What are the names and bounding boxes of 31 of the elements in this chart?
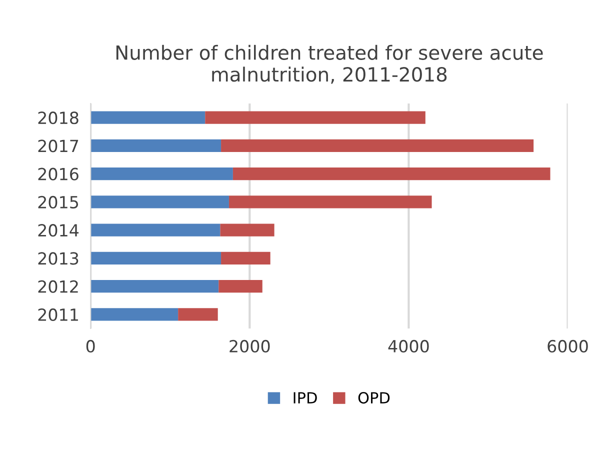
y-tick-label: 2013 xyxy=(38,252,78,265)
y-tick-label: 2011 xyxy=(38,308,78,322)
bar xyxy=(90,280,219,293)
chart-title: Number of children treated for severe acute malnutrition, 2011-2018 xyxy=(116,44,543,84)
bar xyxy=(228,196,432,208)
y-tick-label: 2012 xyxy=(38,280,78,293)
bar xyxy=(205,111,426,124)
bar xyxy=(218,280,262,293)
bar xyxy=(90,224,220,236)
y-tick-label: 2014 xyxy=(38,224,79,237)
x-tick-label: 4000 xyxy=(388,340,429,353)
bar xyxy=(232,167,550,180)
bar xyxy=(221,139,534,152)
bar xyxy=(90,167,233,180)
x-tick-label: 6000 xyxy=(548,340,588,353)
bar xyxy=(90,196,229,208)
bar xyxy=(90,111,206,124)
y-tick-label: 2017 xyxy=(38,140,78,152)
x-tick-label: 0 xyxy=(86,340,95,353)
y-tick-label: 2015 xyxy=(38,196,78,209)
x-tick-label: 2000 xyxy=(230,340,270,353)
legend-label: OPD xyxy=(358,392,390,404)
bar xyxy=(90,139,222,152)
bar xyxy=(90,252,222,265)
bar xyxy=(178,308,218,321)
bar xyxy=(221,252,270,265)
bar xyxy=(90,308,178,321)
y-tick-label: 2018 xyxy=(38,112,78,124)
legend-label: IPD xyxy=(294,392,317,404)
bar xyxy=(220,224,274,236)
y-tick-label: 2016 xyxy=(38,168,78,180)
